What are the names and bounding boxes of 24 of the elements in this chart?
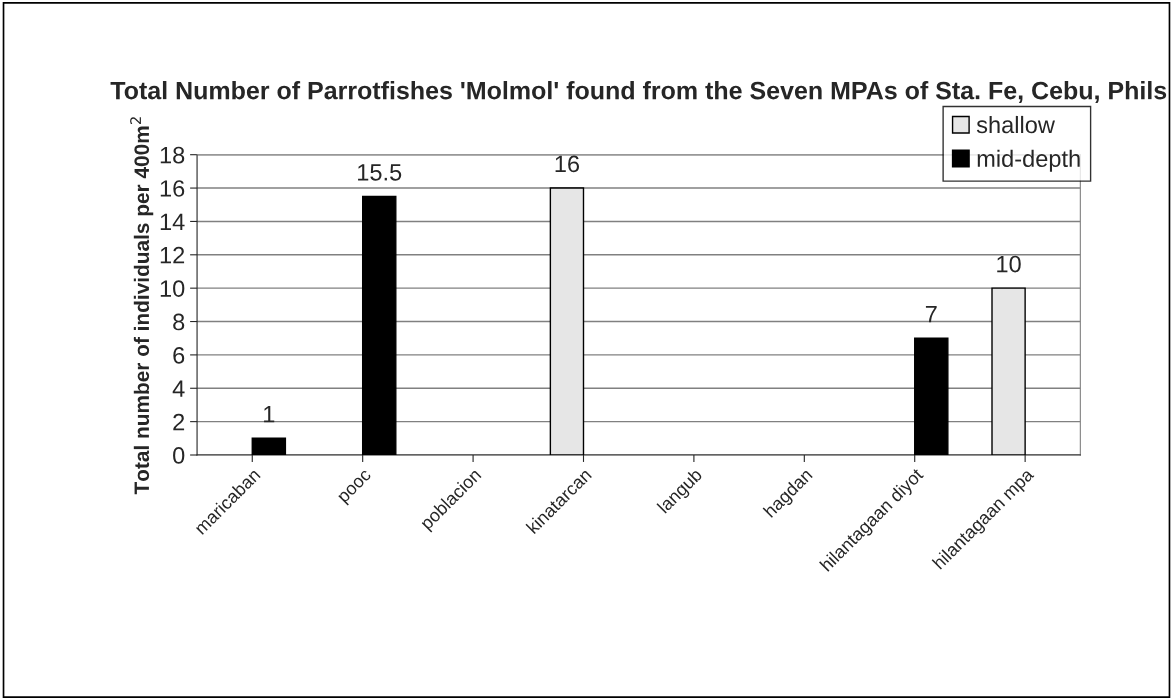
y-tick-label: 0	[173, 447, 185, 464]
bar	[251, 437, 287, 455]
data-label: 16	[555, 155, 580, 173]
y-axis-title: Total number of individuals per 400m$^{2}$	[130, 117, 154, 495]
data-label: 7	[925, 305, 937, 323]
data-label: 10	[997, 255, 1021, 273]
bar	[549, 187, 585, 455]
chart-title: Total Number of Parrotfishes 'Molmol' found from the Seven MPAs of Sta. Fe, Cebu, Phils	[110, 81, 1167, 104]
bar	[914, 337, 949, 455]
legend-label: shallow	[976, 115, 1055, 134]
y-tick-label: 2	[173, 413, 185, 431]
bar	[991, 287, 1026, 455]
bar	[361, 195, 397, 455]
y-tick-label: 8	[173, 313, 185, 331]
y-tick-label: 4	[172, 380, 185, 397]
y-tick-label: 16	[160, 180, 185, 197]
y-tick-label: 14	[160, 213, 185, 230]
y-tick-label: 10	[160, 280, 185, 297]
y-tick-label: 18	[160, 146, 185, 164]
legend-label: mid-depth	[977, 149, 1080, 172]
data-label: 1	[264, 406, 275, 423]
y-tick-label: 12	[160, 246, 185, 264]
y-tick-label: 6	[173, 346, 185, 364]
data-label: 15.5	[358, 164, 402, 181]
